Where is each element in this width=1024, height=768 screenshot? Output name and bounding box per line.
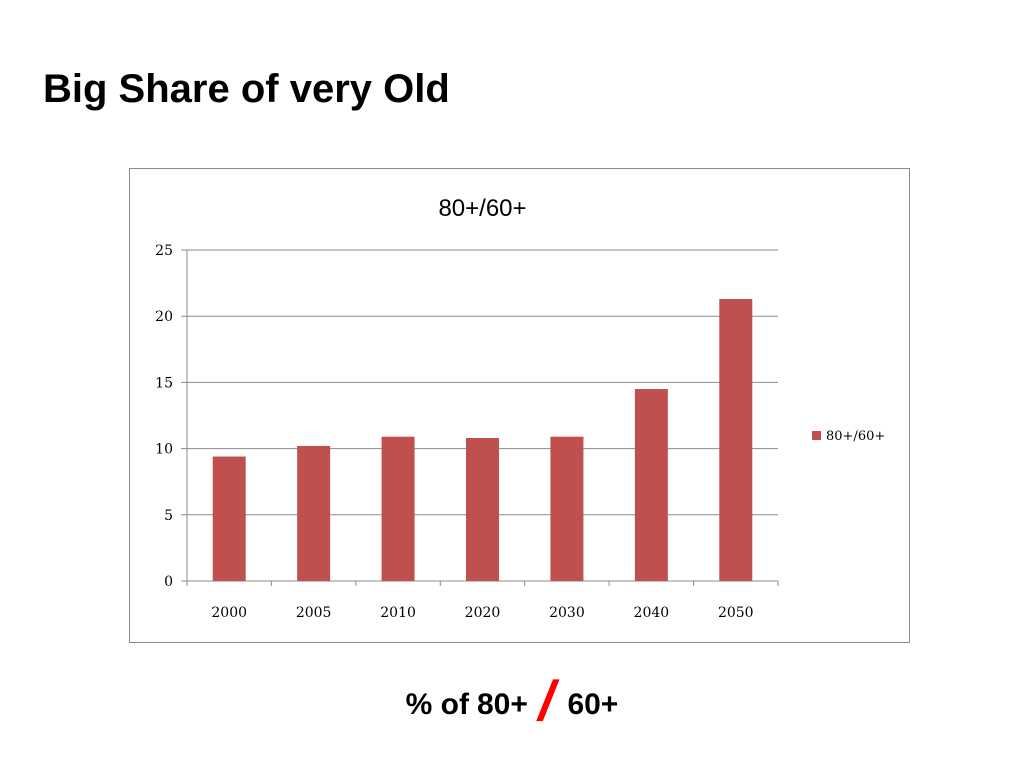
axes: [186, 250, 779, 586]
chart-title: 80+/60+: [438, 195, 526, 222]
y-tick-label: 20: [155, 309, 173, 325]
x-tick-label: 2020: [465, 605, 501, 621]
caption-denominator: 60+: [567, 688, 619, 721]
bar: [634, 389, 668, 581]
y-tick-label: 0: [164, 574, 173, 590]
bar: [550, 436, 584, 581]
bar: [719, 298, 753, 581]
x-tick-label: 2010: [380, 605, 416, 621]
legend-label: 80+/60+: [826, 429, 885, 444]
caption-prefix: % of: [405, 688, 469, 721]
bar: [297, 445, 331, 581]
x-tick-label: 2040: [634, 605, 670, 621]
caption-numerator: 80+: [476, 688, 528, 721]
legend-swatch: [812, 431, 821, 440]
chart-frame: 80+/60+ 0 5 10 15 20 25 2000 2005 2010 2020 2030 2…: [129, 168, 910, 643]
bar: [466, 438, 499, 581]
x-tick-label: 2005: [296, 605, 332, 621]
bars: [212, 298, 753, 581]
x-tick-label: 2050: [718, 605, 754, 621]
x-tick-labels: 2000 2005 2010 2020 2030 2040 2050: [211, 605, 753, 621]
slide-title: Big Share of very Old: [43, 67, 450, 111]
legend: 80+/60+: [812, 429, 885, 444]
bar: [212, 456, 246, 581]
y-tick-label: 25: [155, 243, 173, 259]
x-tick-label: 2000: [211, 605, 247, 621]
bar: [381, 436, 415, 581]
caption: % of 80+/60+: [0, 668, 1024, 733]
y-tick-label: 15: [155, 375, 173, 391]
y-tick-labels: 0 5 10 15 20 25: [155, 243, 173, 590]
x-tick-label: 2030: [549, 605, 585, 621]
caption-slash: /: [533, 669, 563, 732]
y-tick-label: 5: [164, 508, 173, 524]
y-tick-label: 10: [155, 442, 173, 458]
